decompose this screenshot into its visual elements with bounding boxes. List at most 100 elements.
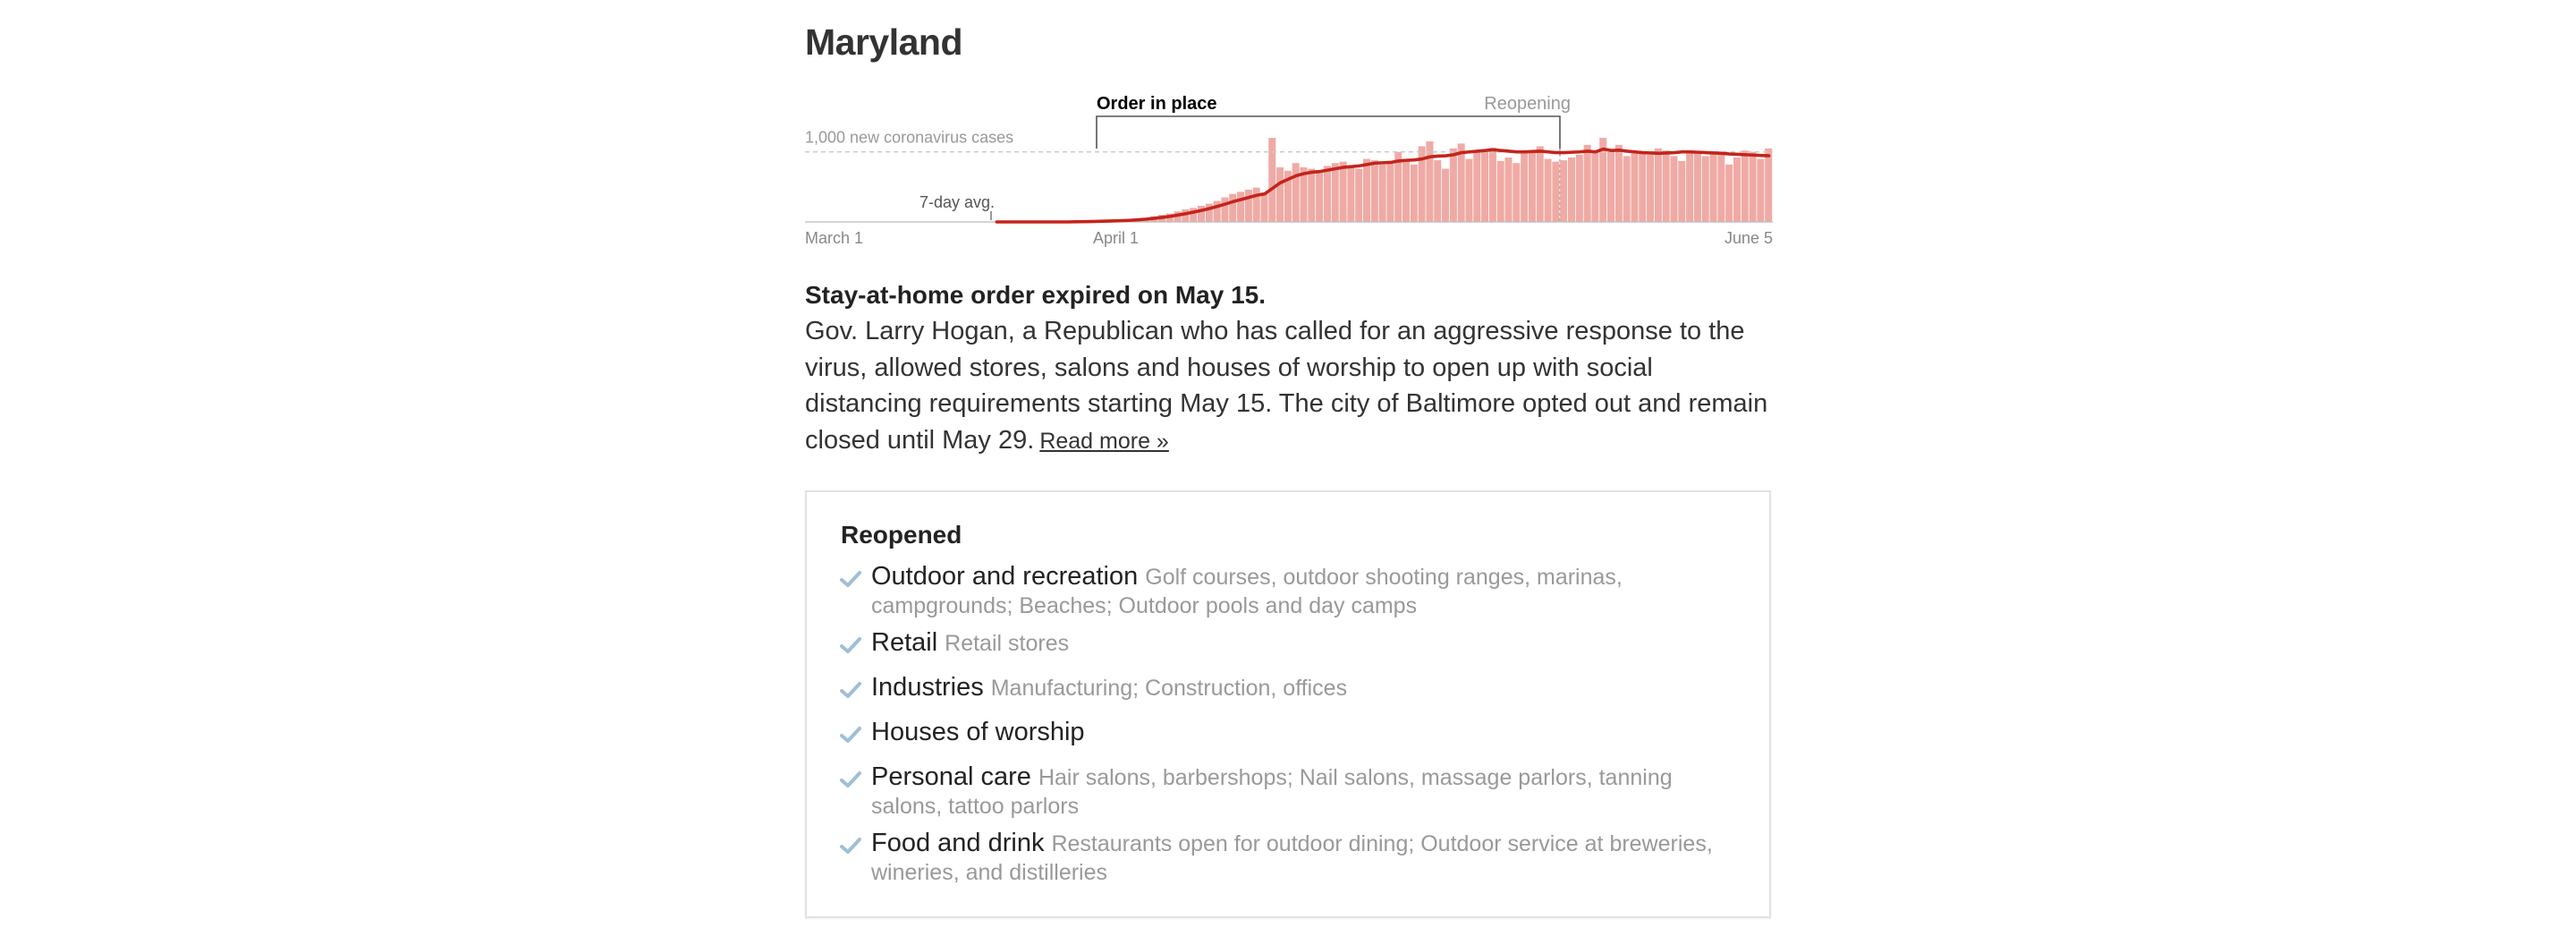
reopened-category: Food and drink Restaurants open for outdo… xyxy=(839,830,1716,889)
case-bar xyxy=(1757,158,1765,222)
case-bar xyxy=(1544,158,1552,222)
case-bar xyxy=(1717,151,1725,222)
case-bar xyxy=(1386,164,1394,222)
case-bar xyxy=(1442,168,1450,222)
x-tick-label: April 1 xyxy=(1093,229,1139,247)
case-bar xyxy=(1496,160,1504,222)
case-bar xyxy=(1583,144,1591,222)
reopened-box: Reopened Outdoor and recreation Golf cour… xyxy=(805,490,1771,918)
summary-headline: Stay-at-home order expired on May 15. xyxy=(805,281,1267,309)
state-title: Maryland xyxy=(805,21,963,63)
reopened-category: Personal care Hair salons, barbershops; N… xyxy=(839,764,1716,822)
case-bar xyxy=(1631,153,1639,222)
summary-text-block: Gov. Larry Hogan, a Republican who has c… xyxy=(805,313,1773,459)
case-bar xyxy=(1244,190,1252,222)
case-bar xyxy=(1268,138,1276,222)
category-text: Houses of worship xyxy=(871,719,1716,749)
case-bar xyxy=(1323,166,1331,222)
check-icon xyxy=(840,727,861,743)
phase-label-reopening: Reopening xyxy=(1484,94,1571,114)
category-name: Outdoor and recreation xyxy=(871,562,1139,591)
case-bar xyxy=(1198,206,1206,222)
reference-label: 1,000 new coronavirus cases xyxy=(805,129,1013,147)
case-bar xyxy=(1457,143,1465,222)
chart-labels: Order in place Reopening 1,000 new coronav… xyxy=(805,94,1773,247)
summary: Stay-at-home order expired on May 15. Go… xyxy=(805,277,1773,459)
case-bar xyxy=(1513,163,1521,222)
case-bar xyxy=(1567,158,1575,222)
case-bar xyxy=(1426,141,1434,222)
case-bar xyxy=(1741,150,1749,222)
case-bar xyxy=(1670,156,1678,222)
case-bar xyxy=(1614,144,1623,222)
case-bar xyxy=(1607,151,1615,222)
case-bar xyxy=(1394,151,1402,222)
check-icon xyxy=(840,637,861,653)
category-text: Food and drink Restaurants open for outdo… xyxy=(871,830,1716,889)
case-bar xyxy=(1237,192,1245,222)
case-bars xyxy=(993,138,1773,222)
case-bar xyxy=(1560,160,1568,222)
category-text: Retail Retail stores xyxy=(871,630,1716,660)
case-bar xyxy=(1536,146,1544,222)
case-bar xyxy=(1591,150,1599,222)
case-bar xyxy=(1521,151,1529,222)
case-bar xyxy=(1639,151,1647,222)
case-bar xyxy=(1434,160,1442,222)
case-bar xyxy=(1701,156,1709,222)
check-icon xyxy=(840,571,861,587)
case-bar xyxy=(1662,150,1670,222)
case-bar xyxy=(1378,164,1386,222)
case-bar xyxy=(1749,151,1757,222)
category-items: Restaurants open for outdoor dining; Out… xyxy=(871,831,1713,885)
case-bar xyxy=(1347,166,1355,222)
reopened-category: Houses of worship xyxy=(839,719,1716,749)
case-bar xyxy=(1213,200,1221,222)
phase-brackets xyxy=(1096,115,1561,222)
check-icon xyxy=(840,838,861,854)
category-text: Industries Manufacturing; Construction, o… xyxy=(871,675,1716,704)
case-bar xyxy=(1481,151,1489,222)
case-bar xyxy=(1709,153,1717,222)
case-bar xyxy=(1504,158,1513,222)
case-bar xyxy=(1300,166,1308,222)
case-bar xyxy=(1339,161,1347,222)
category-name: Food and drink xyxy=(871,829,1045,857)
case-bar xyxy=(1449,148,1457,222)
case-bar xyxy=(1575,154,1583,222)
case-bar xyxy=(1623,156,1631,222)
case-bar xyxy=(1725,164,1733,222)
case-bar xyxy=(1292,163,1300,222)
case-bar xyxy=(1370,160,1378,222)
category-items: Hair salons, barbershops; Nail salons, m… xyxy=(871,765,1673,819)
case-bar xyxy=(1465,158,1473,222)
case-bar xyxy=(1488,148,1496,222)
summary-body: Gov. Larry Hogan, a Republican who has c… xyxy=(805,317,1768,455)
category-items: Retail stores xyxy=(945,631,1070,656)
reopened-category: Industries Manufacturing; Construction, o… xyxy=(839,675,1716,704)
case-bar xyxy=(1693,153,1701,222)
case-bar xyxy=(1331,163,1339,222)
category-name: Houses of worship xyxy=(871,718,1085,746)
case-bar xyxy=(1528,150,1536,222)
read-more-link[interactable]: Read more » xyxy=(1039,428,1169,454)
x-tick-label: March 1 xyxy=(805,229,863,247)
case-bar xyxy=(1678,160,1686,222)
category-name: Personal care xyxy=(871,762,1031,791)
phase-label-order: Order in place xyxy=(1097,94,1217,114)
reopened-category: Retail Retail stores xyxy=(839,630,1716,660)
case-bar xyxy=(1654,148,1662,222)
cases-chart: Order in place Reopening 1,000 new coronav… xyxy=(805,94,1773,247)
average-line-group xyxy=(995,147,1771,224)
category-items: Manufacturing; Construction, offices xyxy=(990,676,1348,701)
category-items: Golf courses, outdoor shooting ranges, m… xyxy=(871,565,1623,618)
check-icon xyxy=(840,771,861,788)
case-bar xyxy=(1410,164,1418,222)
case-bar xyxy=(1599,138,1607,222)
case-bar xyxy=(1205,203,1213,222)
category-text: Outdoor and recreation Golf courses, outd… xyxy=(871,564,1716,622)
case-bar xyxy=(1686,151,1694,222)
order-bracket xyxy=(1096,115,1561,149)
case-bar xyxy=(1418,146,1426,222)
reopened-category: Outdoor and recreation Golf courses, outd… xyxy=(839,564,1716,622)
